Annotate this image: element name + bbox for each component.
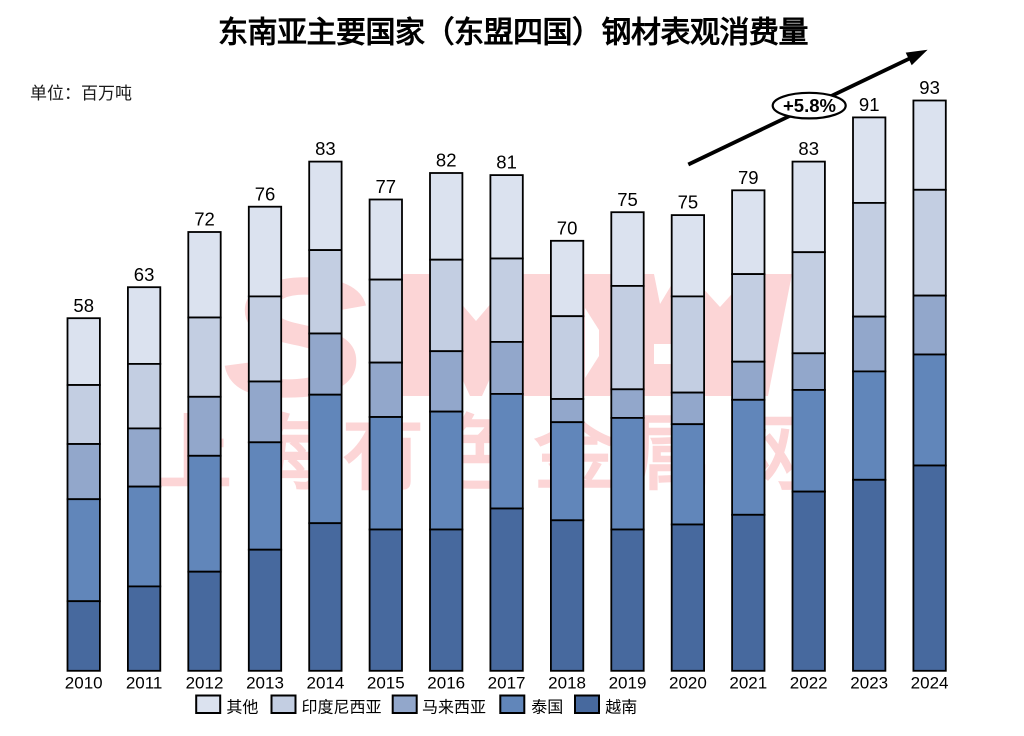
- svg-text:79: 79: [738, 167, 759, 188]
- svg-text:63: 63: [134, 264, 155, 285]
- svg-text:83: 83: [798, 138, 819, 159]
- svg-text:印度尼西亚: 印度尼西亚: [302, 699, 382, 717]
- svg-text:单位：百万吨: 单位：百万吨: [30, 84, 132, 103]
- svg-text:2021: 2021: [729, 674, 767, 693]
- svg-text:S: S: [222, 242, 368, 433]
- svg-text:2022: 2022: [790, 674, 828, 693]
- svg-text:2013: 2013: [246, 674, 284, 693]
- svg-text:泰国: 泰国: [531, 699, 563, 717]
- svg-text:2020: 2020: [669, 674, 707, 693]
- svg-text:83: 83: [315, 138, 336, 159]
- svg-text:2018: 2018: [548, 674, 586, 693]
- svg-text:2012: 2012: [186, 674, 224, 693]
- svg-text:东南亚主要国家（东盟四国）钢材表观消费量: 东南亚主要国家（东盟四国）钢材表观消费量: [218, 16, 808, 50]
- svg-text:75: 75: [678, 192, 699, 213]
- svg-text:2023: 2023: [850, 674, 888, 693]
- svg-text:2015: 2015: [367, 674, 405, 693]
- svg-text:82: 82: [436, 150, 457, 171]
- svg-text:其他: 其他: [226, 699, 258, 717]
- svg-text:72: 72: [194, 209, 215, 230]
- svg-text:77: 77: [376, 176, 397, 197]
- svg-text:马来西亚: 马来西亚: [422, 699, 486, 717]
- svg-text:2024: 2024: [911, 674, 949, 693]
- svg-text:93: 93: [919, 77, 940, 98]
- svg-text:91: 91: [859, 94, 880, 115]
- svg-text:2016: 2016: [427, 674, 465, 693]
- svg-text:越南: 越南: [605, 699, 637, 717]
- svg-text:2014: 2014: [306, 674, 344, 693]
- svg-text:75: 75: [617, 189, 638, 210]
- svg-text:2019: 2019: [609, 674, 647, 693]
- svg-text:76: 76: [255, 183, 276, 204]
- svg-text:2010: 2010: [65, 674, 103, 693]
- svg-text:+5.8%: +5.8%: [783, 95, 836, 116]
- svg-text:2017: 2017: [488, 674, 526, 693]
- svg-text:70: 70: [557, 217, 578, 238]
- svg-text:81: 81: [496, 152, 517, 173]
- svg-text:2011: 2011: [126, 674, 163, 693]
- svg-text:58: 58: [73, 295, 94, 316]
